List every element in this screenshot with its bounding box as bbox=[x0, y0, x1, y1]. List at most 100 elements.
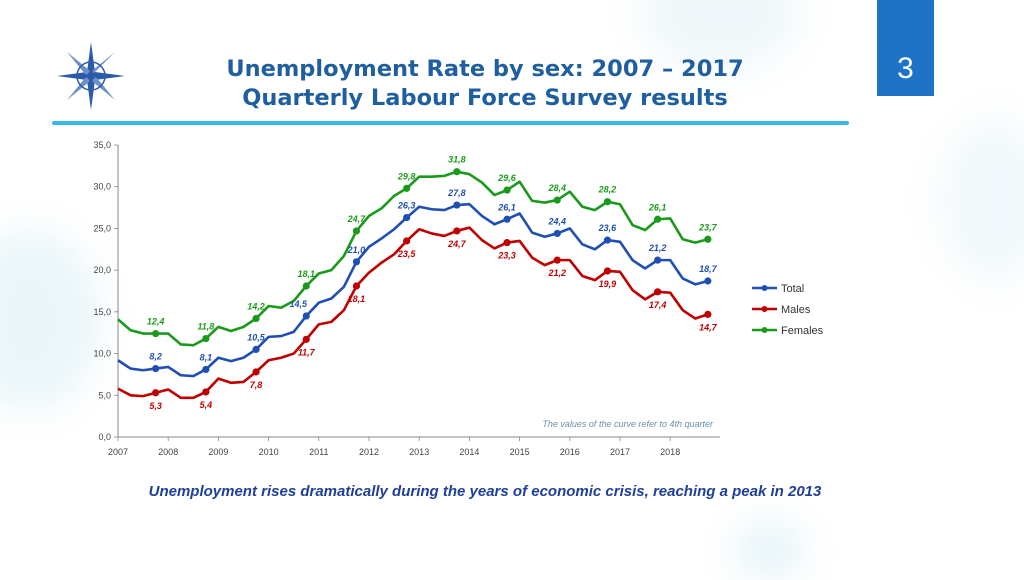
background-decoration bbox=[940, 120, 1024, 280]
chart-note: The values of the curve refer to 4th qua… bbox=[542, 419, 714, 429]
data-point-males bbox=[152, 389, 160, 397]
data-label-males: 14,7 bbox=[699, 322, 718, 332]
data-label-total: 26,3 bbox=[397, 201, 416, 211]
data-point-total bbox=[302, 312, 310, 320]
x-tick-label: 2014 bbox=[459, 447, 479, 457]
data-label-females: 26,1 bbox=[648, 202, 667, 212]
data-point-total bbox=[654, 256, 662, 264]
data-point-males bbox=[704, 310, 712, 318]
slide-number: 3 bbox=[877, 0, 934, 96]
data-label-females: 14,2 bbox=[247, 302, 265, 312]
x-tick-label: 2015 bbox=[510, 447, 530, 457]
x-tick-label: 2013 bbox=[409, 447, 429, 457]
data-point-total bbox=[553, 229, 561, 238]
x-tick-label: 2017 bbox=[610, 447, 630, 457]
data-point-males bbox=[252, 368, 260, 376]
data-label-total: 23,6 bbox=[598, 223, 618, 233]
data-point-males bbox=[453, 227, 461, 235]
data-label-females: 29,6 bbox=[497, 173, 517, 183]
x-tick-label: 2007 bbox=[108, 447, 128, 457]
data-label-males: 11,7 bbox=[298, 347, 316, 357]
legend-marker-total bbox=[761, 285, 768, 291]
data-label-females: 24,7 bbox=[347, 214, 367, 224]
data-point-males bbox=[352, 282, 361, 290]
legend-label-males: Males bbox=[781, 304, 811, 316]
legend-marker-males bbox=[761, 306, 768, 312]
data-point-males bbox=[553, 256, 561, 264]
data-point-total bbox=[603, 236, 612, 244]
data-label-total: 10,5 bbox=[247, 332, 266, 342]
x-tick-label: 2009 bbox=[208, 447, 228, 457]
data-label-males: 18,1 bbox=[348, 294, 366, 304]
data-point-total bbox=[352, 258, 361, 266]
y-tick-label: 25,0 bbox=[93, 223, 111, 233]
slide-caption: Unemployment rises dramatically during t… bbox=[148, 483, 822, 500]
data-label-total: 8,1 bbox=[200, 352, 213, 362]
y-tick-label: 15,0 bbox=[93, 307, 111, 317]
data-point-males bbox=[302, 335, 310, 343]
data-label-total: 26,1 bbox=[497, 202, 516, 212]
data-label-total: 21,2 bbox=[648, 243, 667, 253]
data-label-total: 18,7 bbox=[699, 264, 718, 274]
y-tick-label: 0,0 bbox=[98, 432, 111, 442]
y-tick-label: 20,0 bbox=[93, 265, 111, 275]
legend-label-total: Total bbox=[781, 283, 804, 295]
legend-marker-females bbox=[761, 327, 768, 333]
x-tick-label: 2008 bbox=[158, 447, 178, 457]
data-label-males: 23,3 bbox=[497, 251, 516, 261]
data-point-total bbox=[152, 364, 160, 373]
data-point-total bbox=[503, 215, 511, 223]
data-label-females: 12,4 bbox=[147, 317, 165, 327]
data-point-males bbox=[202, 388, 210, 396]
data-point-females bbox=[302, 282, 310, 290]
data-label-males: 7,8 bbox=[250, 380, 263, 390]
data-point-females bbox=[252, 314, 260, 323]
slide-title: Unemployment Rate by sex: 2007 – 2017 Qu… bbox=[150, 55, 820, 113]
data-label-total: 21,0 bbox=[347, 245, 366, 255]
data-point-females bbox=[654, 215, 662, 223]
data-point-females bbox=[553, 196, 561, 204]
data-label-males: 5,3 bbox=[149, 401, 162, 411]
data-label-females: 11,8 bbox=[197, 322, 214, 332]
data-label-total: 8,2 bbox=[149, 352, 162, 362]
unemployment-line-chart: 0,0 5,0 10,0 15,0 20,0 25,0 30,0 35,0 2007 2008 20… bbox=[93, 140, 824, 457]
data-point-males bbox=[403, 237, 411, 245]
legend-label-females: Females bbox=[781, 325, 824, 337]
x-tick-label: 2012 bbox=[359, 447, 379, 457]
data-point-females bbox=[704, 235, 712, 243]
data-label-total: 24,4 bbox=[547, 216, 566, 226]
data-point-females bbox=[603, 198, 612, 206]
data-label-males: 5,4 bbox=[200, 400, 213, 410]
data-label-males: 17,4 bbox=[649, 300, 667, 310]
data-point-males bbox=[503, 239, 511, 247]
data-point-total bbox=[202, 365, 210, 374]
data-point-total bbox=[704, 277, 712, 285]
data-label-females: 18,1 bbox=[297, 269, 315, 279]
data-label-females: 28,4 bbox=[547, 183, 566, 193]
x-tick-label: 2016 bbox=[560, 447, 580, 457]
data-point-females bbox=[202, 334, 210, 343]
data-point-females bbox=[453, 168, 461, 176]
data-point-total bbox=[453, 201, 461, 209]
background-decoration bbox=[735, 520, 805, 580]
title-divider bbox=[52, 121, 849, 125]
data-point-females bbox=[503, 186, 511, 194]
title-line-2: Quarterly Labour Force Survey results bbox=[242, 85, 728, 111]
data-point-males bbox=[654, 288, 662, 296]
x-tick-label: 2011 bbox=[309, 447, 328, 457]
data-label-total: 14,5 bbox=[289, 299, 308, 309]
data-point-females bbox=[403, 184, 411, 192]
data-label-females: 31,8 bbox=[448, 155, 466, 165]
title-line-1: Unemployment Rate by sex: 2007 – 2017 bbox=[226, 56, 744, 82]
y-tick-label: 35,0 bbox=[93, 140, 111, 150]
data-label-females: 28,2 bbox=[598, 185, 617, 195]
data-point-total bbox=[252, 345, 260, 353]
series-line-total bbox=[117, 202, 709, 378]
data-point-females bbox=[152, 329, 160, 338]
data-label-males: 21,2 bbox=[547, 268, 566, 278]
data-label-males: 23,5 bbox=[397, 249, 417, 259]
data-label-total: 27,8 bbox=[447, 188, 466, 198]
x-tick-label: 2018 bbox=[660, 447, 680, 457]
x-tick-label: 2010 bbox=[259, 447, 279, 457]
data-point-males bbox=[603, 267, 612, 275]
